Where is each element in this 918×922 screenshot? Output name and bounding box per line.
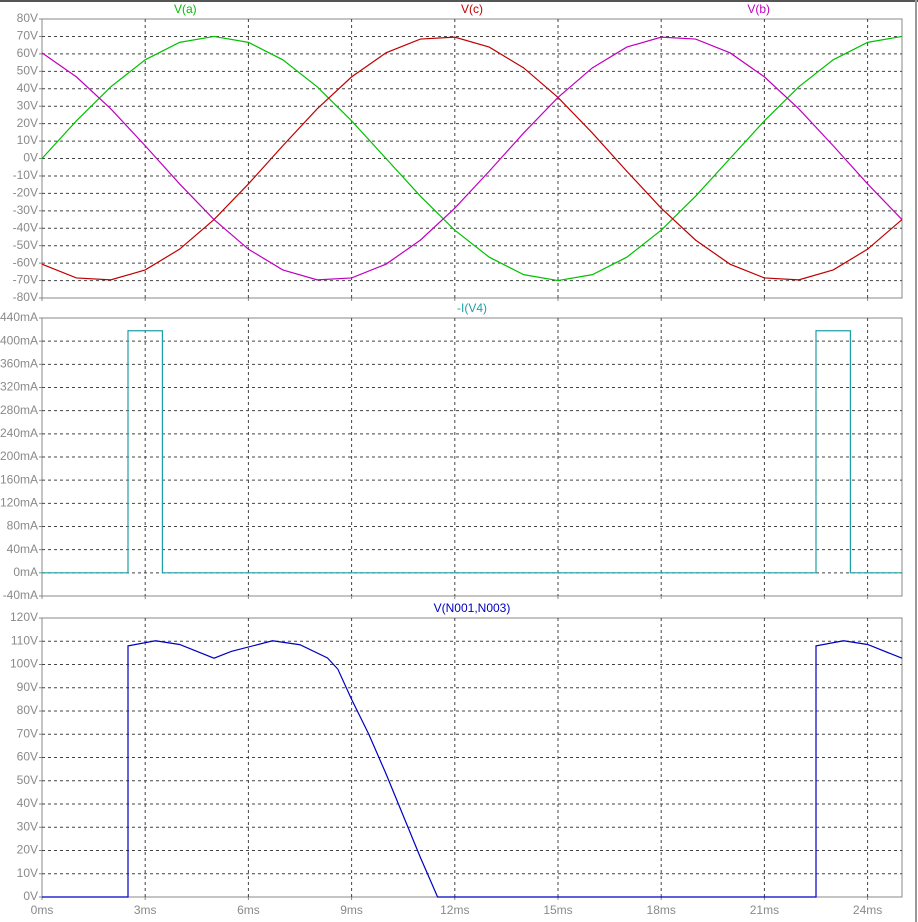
x-tick-label: 24ms — [853, 903, 882, 917]
y-tick-label: -30V — [13, 203, 38, 217]
y-tick-label: -10V — [13, 168, 38, 182]
y-tick-label: 70V — [17, 29, 38, 43]
y-tick-label: 10V — [17, 133, 38, 147]
y-tick-label: 280mA — [0, 403, 38, 417]
y-tick-label: -40mA — [3, 588, 38, 602]
legend-label: V(c) — [461, 2, 483, 16]
y-tick-label: 110V — [11, 633, 38, 647]
y-tick-label: 0V — [23, 151, 38, 165]
y-tick-label: 20V — [17, 116, 38, 130]
y-tick-label: 30V — [17, 98, 38, 112]
y-tick-label: 60V — [17, 46, 38, 60]
x-tick-label: 21ms — [750, 903, 779, 917]
y-tick-label: 80V — [17, 703, 38, 717]
y-tick-label: 440mA — [0, 310, 38, 324]
y-tick-label: 30V — [17, 819, 38, 833]
x-tick-label: 3ms — [134, 903, 157, 917]
y-tick-label: -20V — [13, 186, 38, 200]
y-tick-label: 70V — [17, 726, 38, 740]
legend-label: -I(V4) — [457, 301, 487, 315]
y-tick-label: 120mA — [0, 496, 38, 510]
series-line — [42, 640, 903, 898]
y-tick-label: 50V — [17, 773, 38, 787]
y-tick-label: -70V — [13, 273, 38, 287]
legend-label: V(N001,N003) — [434, 601, 511, 615]
x-tick-label: 0ms — [31, 903, 54, 917]
series-line — [41, 35, 903, 282]
y-tick-label: 160mA — [0, 472, 38, 486]
y-tick-label: 20V — [17, 843, 38, 857]
y-tick-label: -50V — [13, 238, 38, 252]
y-tick-label: 40mA — [7, 542, 38, 556]
y-tick-label: 200mA — [0, 449, 38, 463]
x-tick-label: 12ms — [440, 903, 469, 917]
legend-label: V(b) — [747, 2, 770, 16]
y-tick-label: -60V — [13, 255, 38, 269]
x-tick-label: 6ms — [237, 903, 260, 917]
y-tick-label: -40V — [13, 220, 38, 234]
y-tick-label: 360mA — [0, 357, 38, 371]
y-tick-label: 90V — [17, 680, 38, 694]
y-tick-label: 10V — [17, 866, 38, 880]
y-tick-label: 320mA — [0, 380, 38, 394]
y-tick-label: 80V — [17, 11, 38, 25]
y-tick-label: 400mA — [0, 333, 38, 347]
y-tick-label: 40V — [17, 81, 38, 95]
y-tick-label: 40V — [17, 796, 38, 810]
x-tick-label: 9ms — [340, 903, 363, 917]
x-tick-label: 18ms — [647, 903, 676, 917]
y-tick-label: 50V — [17, 63, 38, 77]
legend-label: V(a) — [174, 2, 197, 16]
y-tick-label: 80mA — [7, 519, 38, 533]
y-tick-label: -80V — [13, 290, 38, 304]
series-line — [41, 36, 903, 281]
series-line — [42, 330, 902, 574]
y-tick-label: 100V — [10, 657, 38, 671]
y-tick-label: 60V — [17, 750, 38, 764]
y-tick-label: 240mA — [0, 426, 38, 440]
x-tick-label: 15ms — [543, 903, 572, 917]
series-line — [41, 36, 903, 281]
y-tick-label: 0V — [23, 889, 38, 903]
y-tick-label: 120V — [10, 610, 38, 624]
y-tick-label: 0mA — [13, 565, 38, 579]
